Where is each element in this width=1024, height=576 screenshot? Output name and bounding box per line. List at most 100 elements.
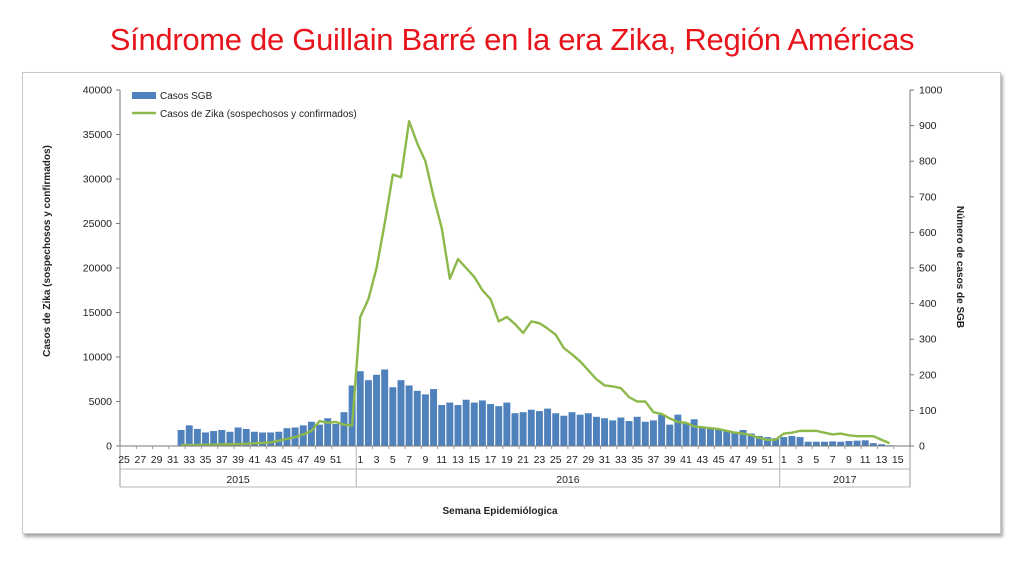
sgb-bar [332, 423, 340, 446]
sgb-bar [544, 408, 552, 446]
sgb-bar [682, 422, 690, 446]
sgb-bar [527, 409, 535, 446]
week-tick-label: 43 [265, 454, 277, 466]
sgb-bar [283, 428, 291, 446]
zika-cases-line [181, 119, 891, 447]
sgb-bar [185, 425, 193, 446]
week-tick-label: 35 [631, 454, 643, 466]
sgb-bar [609, 420, 617, 446]
week-tick-label: 49 [745, 454, 757, 466]
sgb-bar [324, 418, 332, 446]
week-tick-label: 43 [696, 454, 708, 466]
week-tick-label: 33 [615, 454, 627, 466]
sgb-bar [193, 428, 201, 446]
left-tick-label: 35000 [83, 129, 112, 141]
sgb-bar [861, 440, 869, 446]
sgb-bar [592, 416, 600, 446]
week-tick-label: 11 [436, 454, 447, 466]
week-tick-label: 9 [846, 454, 852, 466]
sgb-bar [698, 426, 706, 446]
right-tick-label: 100 [919, 405, 937, 417]
week-tick-label: 15 [892, 454, 904, 466]
sgb-bar [853, 440, 861, 446]
sgb-bar [519, 412, 527, 446]
sgb-bar [454, 405, 462, 446]
left-tick-label: 10000 [83, 352, 112, 364]
x-axis-label: Semana Epidemiólogica [442, 506, 557, 517]
sgb-bar [780, 437, 788, 446]
sgb-bar [837, 441, 845, 446]
axes [119, 90, 911, 488]
week-tick-label: 37 [648, 454, 660, 466]
sgb-bar [503, 402, 511, 446]
sgb-bar [356, 371, 364, 446]
sgb-bar [878, 444, 885, 446]
legend-label-zika: Casos de Zika (sospechosos y confirmados… [160, 109, 357, 120]
right-tick-label: 300 [919, 334, 937, 346]
right-tick-label: 400 [919, 298, 937, 310]
sgb-bar [723, 431, 731, 446]
sgb-bar [658, 414, 666, 446]
week-tick-label: 1 [357, 454, 363, 466]
sgb-bar [259, 432, 266, 446]
week-tick-label: 21 [517, 454, 529, 466]
sgb-bar [462, 399, 470, 446]
sgb-bar [242, 428, 250, 446]
combo-chart: 0500010000150002000025000300003500040000… [42, 85, 965, 518]
week-tick-label: 9 [422, 454, 428, 466]
sgb-bar [340, 412, 348, 446]
sgb-bar [405, 385, 413, 446]
week-tick-label: 19 [501, 454, 513, 466]
right-tick-label: 500 [919, 263, 937, 275]
sgb-bar [413, 390, 421, 446]
year-label-2015: 2015 [226, 474, 250, 486]
sgb-bar [250, 431, 258, 446]
week-tick-label: 5 [390, 454, 396, 466]
sgb-bar [535, 411, 543, 446]
week-tick-label: 31 [599, 454, 611, 466]
sgb-bar [772, 438, 780, 446]
slide-title: Síndrome de Guillain Barré en la era Zik… [109, 22, 915, 57]
right-axis-ticks: 0 100 200 300 400 500 600 700 800 900 1000 [910, 85, 943, 453]
sgb-bar [804, 441, 812, 446]
week-tick-label: 25 [550, 454, 562, 466]
left-tick-label: 25000 [83, 218, 112, 230]
right-tick-label: 800 [919, 156, 937, 168]
sgb-bar [430, 389, 438, 446]
sgb-bar [373, 374, 381, 446]
week-tick-label: 13 [876, 454, 888, 466]
sgb-bar [267, 432, 275, 446]
sgb-bar [307, 421, 315, 446]
week-tick-label: 29 [151, 454, 163, 466]
left-tick-label: 40000 [83, 85, 112, 97]
week-tick-label: 41 [249, 454, 261, 466]
sgb-bar [715, 428, 723, 446]
sgb-bar [633, 416, 641, 446]
sgb-bar [576, 414, 584, 446]
right-tick-label: 900 [919, 120, 937, 132]
week-tick-label: 25 [118, 454, 130, 466]
sgb-bar [584, 413, 592, 446]
year-label-2017: 2017 [833, 474, 857, 486]
right-tick-label: 700 [919, 191, 937, 203]
week-tick-label: 11 [860, 454, 871, 466]
week-tick-label: 29 [582, 454, 594, 466]
sgb-bar [845, 441, 853, 446]
sgb-bar [641, 421, 649, 446]
sgb-bar [666, 424, 674, 446]
week-tick-label: 49 [314, 454, 326, 466]
week-tick-label: 5 [813, 454, 819, 466]
right-tick-label: 0 [919, 441, 925, 453]
right-tick-label: 600 [919, 227, 937, 239]
week-tick-label: 47 [729, 454, 741, 466]
sgb-bar [397, 380, 405, 446]
legend-bar-swatch [132, 92, 156, 99]
sgb-bar [381, 369, 389, 446]
sgb-bar [495, 406, 503, 446]
sgb-bar [617, 417, 625, 446]
sgb-bar [421, 394, 429, 446]
chart-panel: 0 5000 10000 15000 20000 25000 30000 35000 40000… [22, 72, 1001, 534]
sgb-bar [177, 429, 185, 446]
right-tick-label: 200 [919, 369, 937, 381]
week-tick-label: 47 [297, 454, 309, 466]
